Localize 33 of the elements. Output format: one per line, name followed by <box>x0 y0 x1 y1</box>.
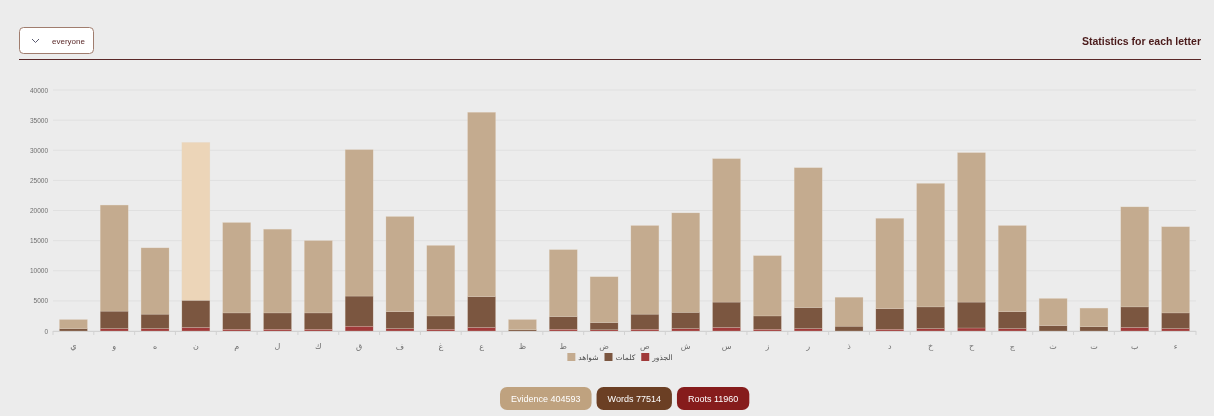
x-tick-label: ب <box>1131 342 1139 351</box>
x-tick-label: ظ <box>518 342 527 351</box>
x-tick-label: ط <box>559 342 567 351</box>
x-tick-label: خ <box>928 342 935 351</box>
x-tick-label: ق <box>356 342 363 351</box>
text: Roots 11960 <box>687 394 739 404</box>
text: Evidence 404593 <box>511 394 581 404</box>
text: everyone <box>52 37 86 46</box>
x-tick-label: ذ <box>847 342 852 351</box>
text: Words 77514 <box>607 394 661 404</box>
x-tick-label: ع <box>479 342 485 351</box>
x-tick-label: ث <box>1049 342 1057 351</box>
x-tick-label: ك <box>315 342 322 351</box>
chart-title: Statistics for each letter <box>1081 35 1201 47</box>
x-tick-label: م <box>234 342 240 351</box>
x-tick-label: ر <box>805 342 811 351</box>
x-tick-label: ت <box>1090 342 1098 351</box>
x-tick-label: ض <box>599 342 610 351</box>
x-tick-label: ج <box>1009 342 1016 351</box>
x-tick-label: ح <box>968 342 975 351</box>
x-tick-label: ن <box>192 342 199 351</box>
x-tick-label: ز <box>764 342 770 351</box>
x-tick-label: ش <box>680 342 691 351</box>
x-tick-label: س <box>721 342 732 351</box>
x-tick-label: ف <box>395 342 405 351</box>
x-tick-label: و <box>111 342 117 351</box>
x-tick-label: ص <box>640 342 651 351</box>
x-tick-label: ي <box>70 342 77 351</box>
x-tick-label: ء <box>1173 342 1178 351</box>
x-tick-label: ل <box>274 342 281 351</box>
x-tick-label: ه <box>152 342 158 351</box>
x-tick-label: غ <box>438 342 444 351</box>
x-tick-label: د <box>888 342 893 351</box>
